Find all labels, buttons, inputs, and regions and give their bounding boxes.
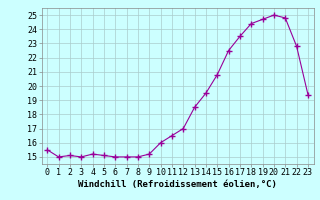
X-axis label: Windchill (Refroidissement éolien,°C): Windchill (Refroidissement éolien,°C) [78,180,277,189]
